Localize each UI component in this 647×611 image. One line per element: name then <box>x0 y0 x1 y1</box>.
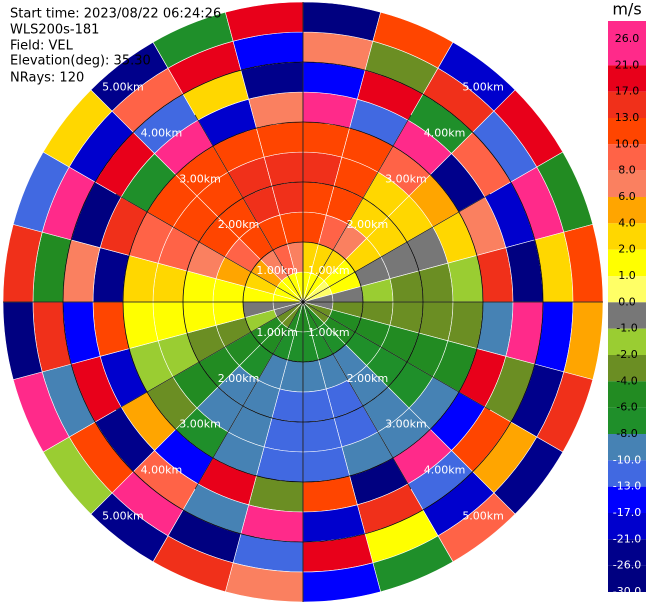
range-ring-label: 2.00km <box>218 372 260 385</box>
colorbar-title: m/s <box>612 0 641 19</box>
info-line: Start time: 2023/08/22 06:24:26 <box>10 7 221 22</box>
velocity-cell <box>256 121 304 158</box>
info-line: NRays: 120 <box>10 71 84 86</box>
velocity-cell <box>122 301 159 349</box>
range-ring-label: 5.00km <box>462 80 504 93</box>
colorbar-tick-label: -17.0 <box>613 506 641 519</box>
colorbar-tick-label: 8.0 <box>618 164 636 177</box>
range-ring-label: 5.00km <box>102 510 144 523</box>
range-ring-label: 4.00km <box>141 126 183 139</box>
velocity-cell <box>122 255 159 303</box>
colorbar-tick-label: -21.0 <box>613 532 641 545</box>
range-ring-label: 1.00km <box>308 326 350 339</box>
colorbar-tick-label: 10.0 <box>615 137 640 150</box>
range-ring <box>122 121 484 483</box>
colorbar-tick-label: 1.0 <box>618 269 636 282</box>
colorbar-tick-label: -10.0 <box>613 453 641 466</box>
colorbar-bin <box>608 486 646 513</box>
range-ring-label: 2.00km <box>347 218 389 231</box>
range-ring-label: 3.00km <box>385 418 427 431</box>
azimuth-line <box>194 114 412 490</box>
colorbar-bin <box>608 118 646 145</box>
colorbar-bin <box>608 539 646 566</box>
colorbar-tick-label: -30.0 <box>613 585 641 598</box>
velocity-cell <box>256 446 304 483</box>
colorbar-tick-label: -2.0 <box>616 348 637 361</box>
colorbar-bin <box>608 381 646 408</box>
range-ring-label: 3.00km <box>179 172 221 185</box>
colorbar-tick-label: 17.0 <box>615 85 640 98</box>
colorbar: 26.0 21.0 17.0 13.0 10.0 8.0 6.0 4.0 2.0 1.0 0.0 -1… <box>608 21 646 598</box>
colorbar-bin <box>608 565 646 592</box>
range-ring-label: 5.00km <box>102 80 144 93</box>
colorbar-tick-label: -4.0 <box>616 374 637 387</box>
colorbar-tick-label: -6.0 <box>616 401 637 414</box>
colorbar-tick-label: -1.0 <box>616 322 637 335</box>
info-line: Elevation(deg): 35.30 <box>10 54 151 69</box>
range-ring <box>242 241 364 363</box>
range-ring <box>62 61 544 543</box>
colorbar-bin <box>608 21 646 66</box>
colorbar-bin <box>608 328 646 355</box>
colorbar-tick-label: -13.0 <box>613 480 641 493</box>
colorbar-bin <box>608 223 646 250</box>
colorbar-tick-label: 13.0 <box>615 111 640 124</box>
velocity-cell <box>302 121 350 158</box>
range-ring-label: 2.00km <box>218 218 260 231</box>
colorbar-tick-label: 2.0 <box>618 243 636 256</box>
colorbar-bin <box>608 355 646 382</box>
info-line: WLS200s-181 <box>10 23 99 38</box>
colorbar-bin <box>608 302 646 329</box>
velocity-cell <box>447 301 484 349</box>
colorbar-tick-label: 26.0 <box>615 32 640 45</box>
colorbar-bin <box>608 65 646 92</box>
range-ring-label: 3.00km <box>179 418 221 431</box>
range-ring-label: 1.00km <box>256 326 298 339</box>
colorbar-tick-label: 4.0 <box>618 216 636 229</box>
colorbar-bin <box>608 276 646 303</box>
velocity-cell <box>302 446 350 483</box>
range-ring-label: 2.00km <box>347 372 389 385</box>
range-ring-label: 4.00km <box>424 126 466 139</box>
colorbar-bin <box>608 249 646 276</box>
info-line: Field: VEL <box>10 39 74 54</box>
colorbar-bin <box>608 513 646 540</box>
colorbar-bin <box>608 407 646 434</box>
range-ring <box>182 181 424 423</box>
colorbar-bin <box>608 460 646 487</box>
range-ring-label: 1.00km <box>256 264 298 277</box>
range-ring-label: 4.00km <box>141 464 183 477</box>
colorbar-tick-label: -26.0 <box>613 559 641 572</box>
range-ring-label: 1.00km <box>308 264 350 277</box>
velocity-cell <box>447 255 484 303</box>
velocity-field <box>2 1 604 603</box>
colorbar-tick-label: 6.0 <box>618 190 636 203</box>
colorbar-bin <box>608 144 646 171</box>
colorbar-bin <box>608 170 646 197</box>
range-ring-label: 5.00km <box>462 510 504 523</box>
colorbar-tick-label: 21.0 <box>615 58 640 71</box>
range-ring-label: 4.00km <box>424 464 466 477</box>
colorbar-tick-label: 0.0 <box>618 295 636 308</box>
range-ring-label: 3.00km <box>385 172 427 185</box>
colorbar-bin <box>608 197 646 224</box>
colorbar-tick-label: -8.0 <box>616 427 637 440</box>
colorbar-bin <box>608 434 646 461</box>
overlay: 1.00km 1.00km 1.00km 1.00km 2.00km 2.00km 2.00… <box>3 2 603 602</box>
colorbar-bin <box>608 91 646 118</box>
